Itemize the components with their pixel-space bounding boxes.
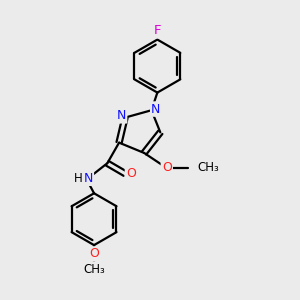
Text: N: N (83, 172, 93, 185)
Text: H: H (74, 172, 83, 185)
Text: N: N (117, 109, 126, 122)
Text: N: N (151, 103, 160, 116)
Text: O: O (89, 248, 99, 260)
Text: CH₃: CH₃ (198, 161, 220, 174)
Text: F: F (154, 24, 161, 37)
Text: O: O (126, 167, 136, 180)
Text: CH₃: CH₃ (83, 263, 105, 276)
Text: O: O (162, 161, 172, 174)
